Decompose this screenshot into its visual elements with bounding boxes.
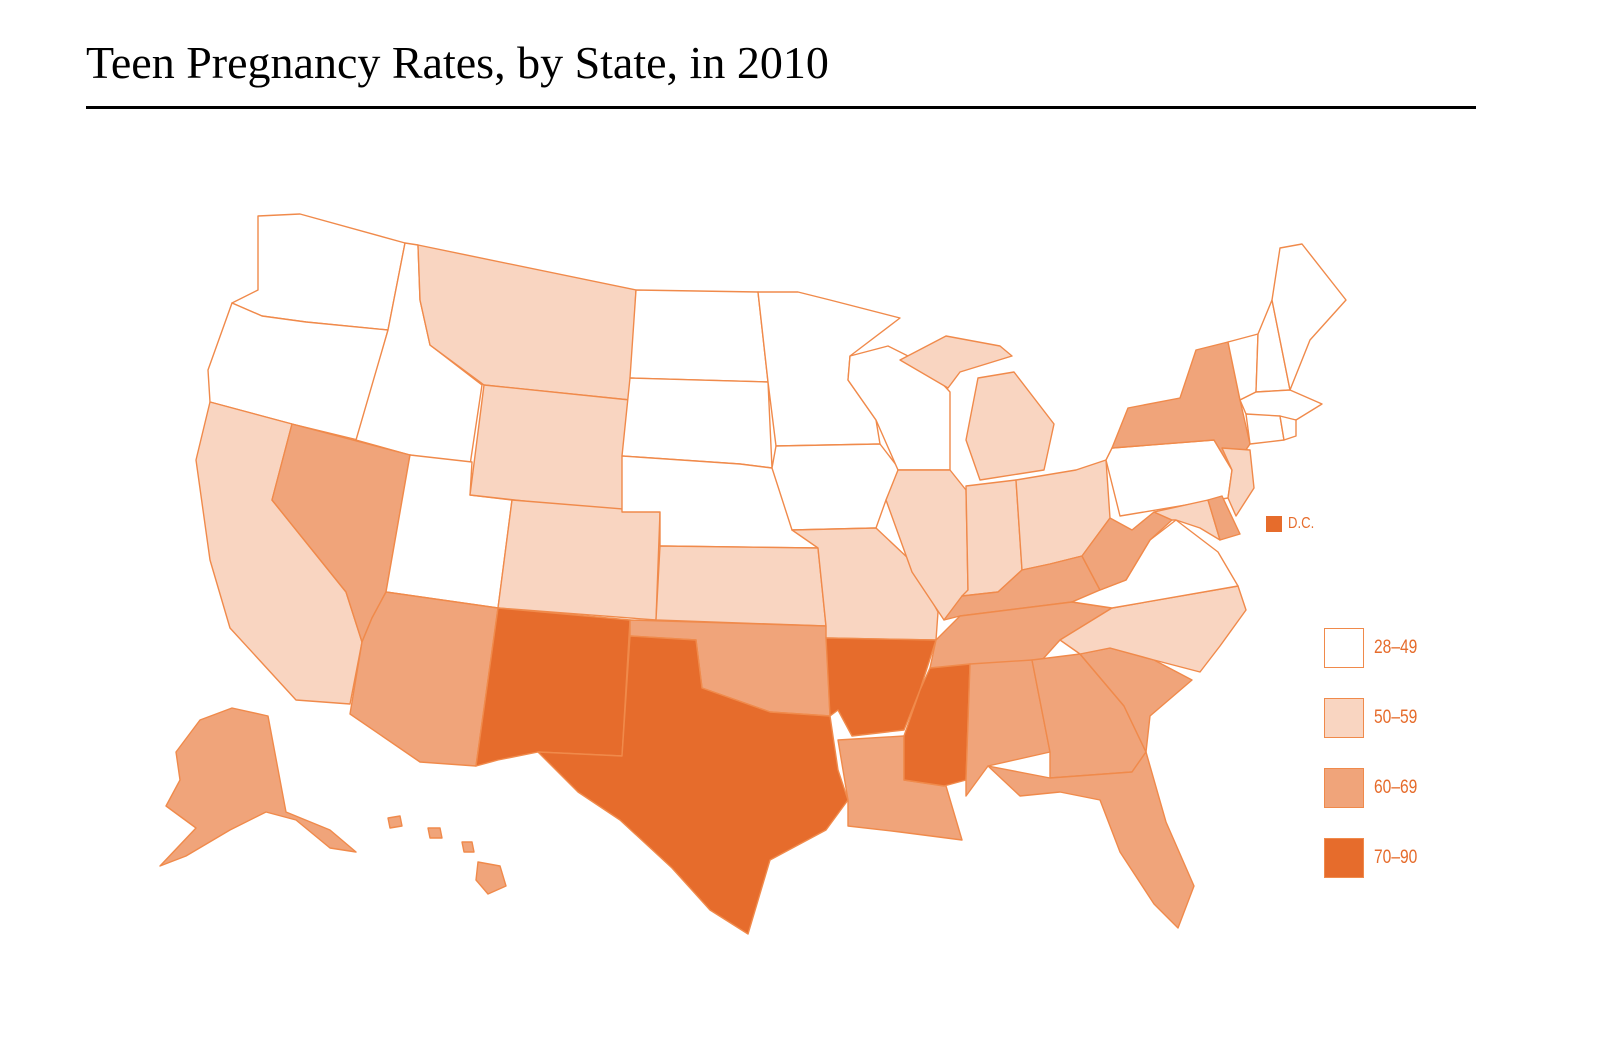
state-CT xyxy=(1245,413,1285,445)
state-DE xyxy=(1207,495,1241,541)
legend-item: 50–59 xyxy=(1324,698,1427,738)
state-ND xyxy=(629,289,769,383)
title-rule xyxy=(86,106,1476,109)
legend-item: 28–49 xyxy=(1324,628,1427,668)
legend-swatch-1 xyxy=(1324,628,1364,668)
legend-label-2: 50–59 xyxy=(1374,707,1418,728)
legend-item: 60–69 xyxy=(1324,768,1427,808)
state-NJ xyxy=(1221,447,1255,517)
state-AZ xyxy=(349,591,499,767)
state-MS xyxy=(903,663,971,787)
state-SD xyxy=(621,377,773,469)
legend-item: 70–90 xyxy=(1324,838,1427,878)
state-RI xyxy=(1279,415,1297,441)
state-MI xyxy=(899,335,1055,481)
legend-label-3: 60–69 xyxy=(1374,777,1418,798)
state-CO xyxy=(497,499,661,621)
state-FL xyxy=(987,751,1195,929)
legend-swatch-4 xyxy=(1324,838,1364,878)
state-IA xyxy=(771,443,901,531)
state-TX xyxy=(537,635,849,935)
state-WA xyxy=(231,213,406,331)
state-HI xyxy=(387,815,507,895)
state-AK xyxy=(159,707,357,867)
legend-swatch-3 xyxy=(1324,768,1364,808)
legend-label-4: 70–90 xyxy=(1374,847,1418,868)
page-title: Teen Pregnancy Rates, by State, in 2010 xyxy=(86,37,829,88)
state-WY xyxy=(469,384,631,513)
dc-label: D.C. xyxy=(1288,515,1315,532)
state-AR xyxy=(825,637,937,737)
legend-swatch-2 xyxy=(1324,698,1364,738)
state-NM xyxy=(475,607,631,767)
legend-label-1: 28–49 xyxy=(1374,637,1418,658)
dc-indicator: D.C. xyxy=(1266,515,1320,533)
dc-swatch xyxy=(1266,516,1282,532)
state-KS xyxy=(655,545,827,627)
